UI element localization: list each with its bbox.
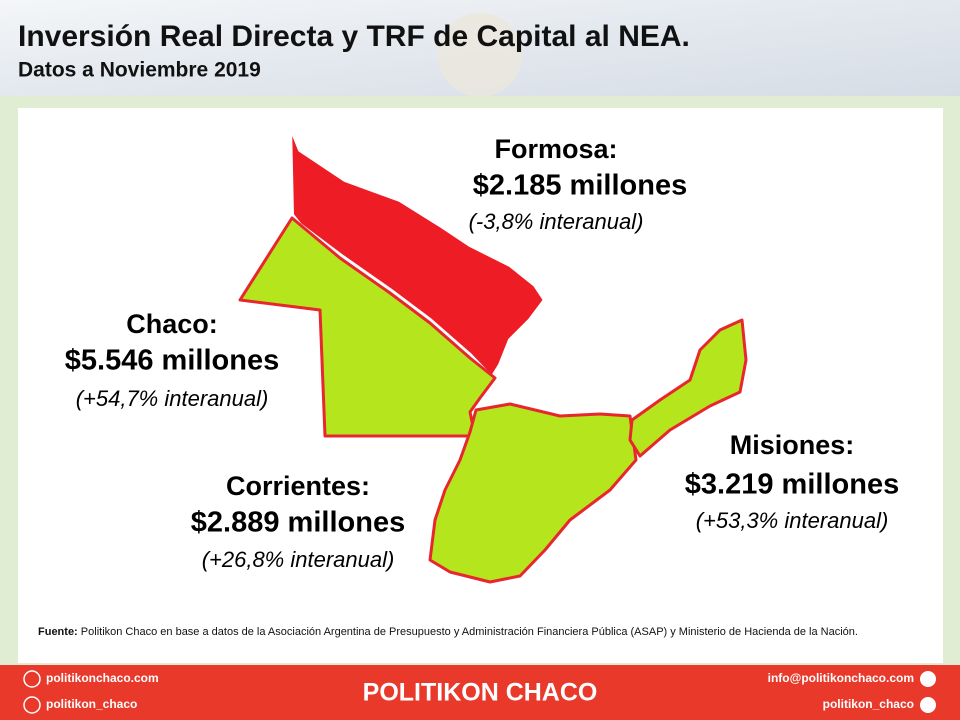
- region-change: (+54,7% interanual): [76, 386, 269, 411]
- footer-bar: [0, 665, 960, 720]
- region-amount: $2.185 millones: [473, 170, 687, 202]
- region-amount: $2.889 millones: [191, 507, 405, 539]
- source-note: Fuente: Politikon Chaco en base a datos …: [38, 625, 913, 640]
- region-amount: $3.219 millones: [685, 469, 899, 501]
- region-name: Misiones:: [730, 430, 855, 460]
- corrientes-shape: [428, 402, 638, 584]
- region-name: Formosa:: [494, 134, 617, 164]
- footer-website: politikonchaco.com: [46, 671, 159, 685]
- region-name: Chaco:: [126, 309, 218, 339]
- footer-brand: POLITIKON CHACO: [363, 679, 598, 707]
- sun-emblem: [438, 13, 522, 97]
- footer-twitter: politikon_chaco: [823, 697, 914, 711]
- footer-instagram: politikon_chaco: [46, 697, 137, 711]
- twitter-icon: [920, 697, 936, 713]
- region-name: Corrientes:: [226, 471, 370, 501]
- subtitle: Datos a Noviembre 2019: [18, 59, 261, 82]
- email-icon: [920, 671, 936, 687]
- source-text: Politikon Chaco en base a datos de la As…: [80, 626, 858, 638]
- formosa-shape: [288, 123, 547, 380]
- footer-email: info@politikonchaco.com: [768, 671, 914, 685]
- source-label: Fuente:: [38, 626, 78, 638]
- map: [238, 123, 748, 584]
- instagram-icon: [23, 696, 41, 714]
- region-change: (+26,8% interanual): [202, 547, 395, 572]
- region-amount: $5.546 millones: [65, 345, 279, 377]
- misiones-shape: [628, 318, 748, 458]
- region-change: (+53,3% interanual): [696, 508, 889, 533]
- title: Inversión Real Directa y TRF de Capital …: [18, 20, 690, 53]
- region-change: (-3,8% interanual): [469, 209, 644, 234]
- chaco-shape: [238, 216, 497, 438]
- web-icon: [23, 670, 41, 688]
